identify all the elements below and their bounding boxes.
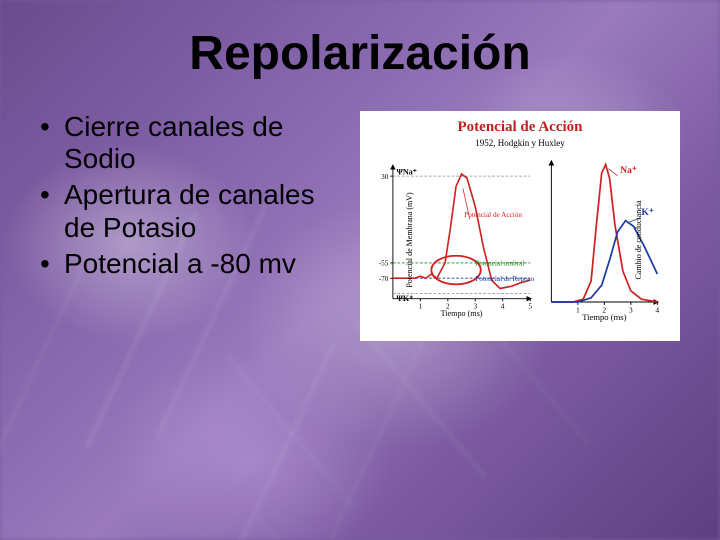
svg-text:Potencial de Acción: Potencial de Acción xyxy=(464,211,522,219)
right-chart-svg: 1234Tiempo (ms)Na⁺K⁺ xyxy=(538,152,676,327)
svg-text:3: 3 xyxy=(629,306,633,315)
svg-text:Tiempo (ms): Tiempo (ms) xyxy=(582,312,626,322)
svg-text:5: 5 xyxy=(528,303,532,311)
svg-text:Potencial umbral: Potencial umbral xyxy=(475,260,524,268)
bullet-item: Apertura de canales de Potasio xyxy=(40,179,350,243)
bullet-list: Cierre canales de Sodio Apertura de cana… xyxy=(40,111,350,284)
svg-text:-55: -55 xyxy=(379,260,389,268)
svg-text:Na⁺: Na⁺ xyxy=(620,165,637,176)
slide: Repolarización Cierre canales de Sodio A… xyxy=(0,0,720,540)
svg-text:1: 1 xyxy=(419,303,423,311)
svg-text:-70: -70 xyxy=(379,275,389,283)
svg-text:30: 30 xyxy=(381,173,389,181)
figure-subtitle: 1952, Hodgkin y Huxley xyxy=(364,138,676,148)
conductance-chart: Cambio de conductancia 1234Tiempo (ms)Na… xyxy=(538,152,676,327)
figure-title: Potencial de Acción xyxy=(364,119,676,136)
svg-text:4: 4 xyxy=(655,306,659,315)
bullet-item: Cierre canales de Sodio xyxy=(40,111,350,175)
right-y-axis-label: Cambio de conductancia xyxy=(634,200,643,279)
svg-text:ΨNa⁺: ΨNa⁺ xyxy=(397,167,418,176)
left-y-axis-label: Potencial de Membrana (mV) xyxy=(405,192,414,287)
svg-text:4: 4 xyxy=(501,303,505,311)
content-row: Cierre canales de Sodio Apertura de cana… xyxy=(40,111,680,341)
bullet-item: Potencial a -80 mv xyxy=(40,248,350,280)
action-potential-figure: Potencial de Acción 1952, Hodgkin y Huxl… xyxy=(360,111,680,341)
slide-title: Repolarización xyxy=(40,26,680,81)
charts-row: Potencial de Membrana (mV) 30-55-7012345… xyxy=(364,152,676,327)
left-chart-svg: 30-55-7012345Tiempo (ms)ΨNa⁺ΨK⁺Potencial… xyxy=(364,152,536,327)
svg-text:1: 1 xyxy=(576,306,580,315)
svg-text:Tiempo (ms): Tiempo (ms) xyxy=(441,309,483,318)
membrane-potential-chart: Potencial de Membrana (mV) 30-55-7012345… xyxy=(364,152,536,327)
svg-text:ΨK⁺: ΨK⁺ xyxy=(397,294,414,303)
svg-text:Potencial de Reposo: Potencial de Reposo xyxy=(475,275,534,283)
